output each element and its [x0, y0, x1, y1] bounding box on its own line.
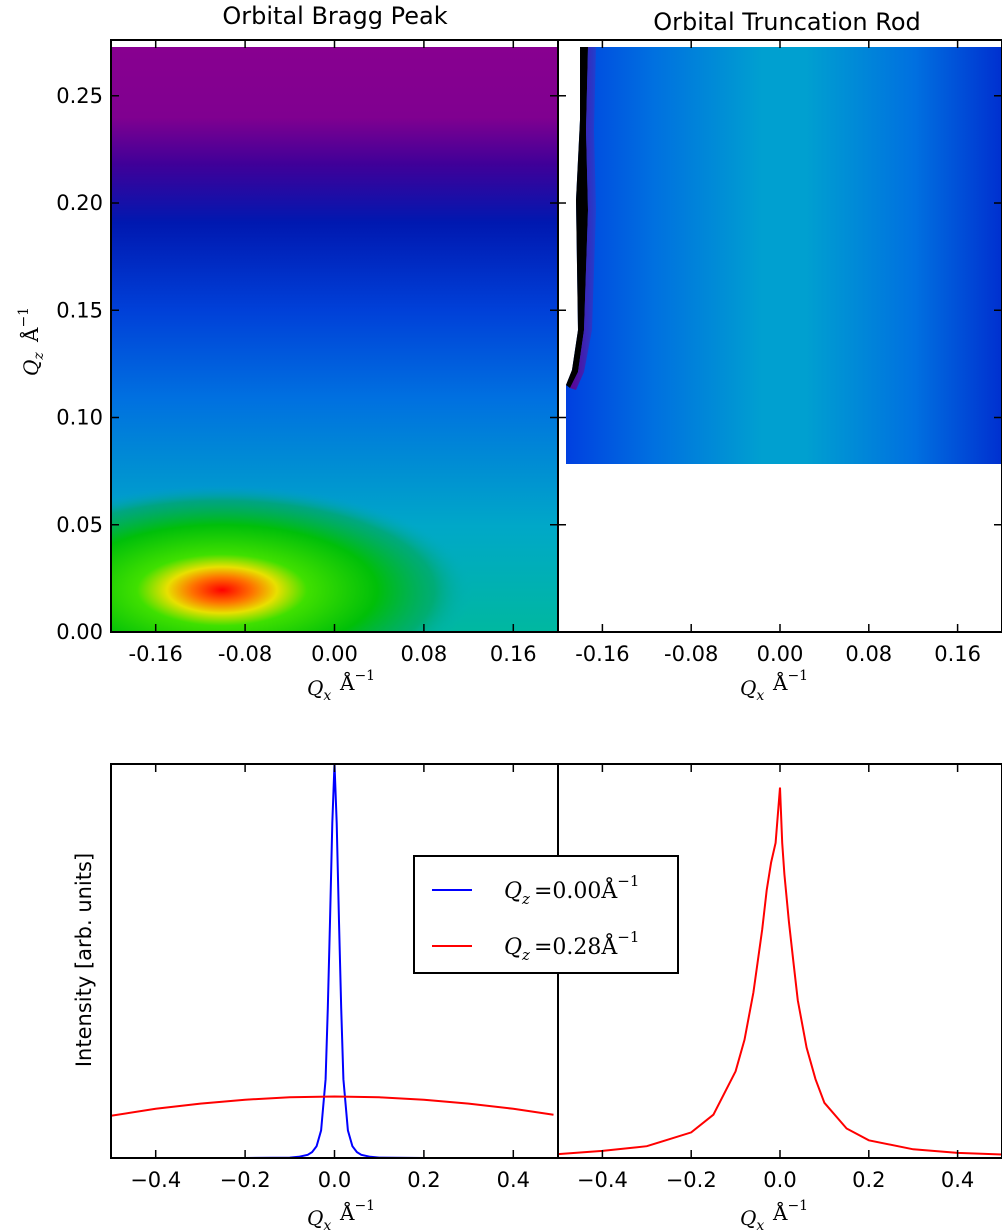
intensity-ylabel: Intensity [arb. units] [72, 853, 96, 1067]
bottom-right-line-plot [558, 787, 1002, 1156]
xtick-label: 0.2 [407, 1168, 440, 1192]
ytick-label: 0.05 [56, 513, 103, 537]
svg-text:Å−1: Å−1 [772, 1198, 808, 1225]
svg-text:Å−1: Å−1 [772, 668, 808, 695]
rod-heatmap-edge [566, 47, 588, 388]
xtick-label: 0.4 [941, 1168, 974, 1192]
series-line [111, 764, 424, 1158]
ytick-label: 0.00 [56, 620, 103, 644]
xtick-label: 0.00 [757, 642, 804, 666]
xtick-label: 0.08 [845, 642, 892, 666]
xtick-label: 0.2 [852, 1168, 885, 1192]
rod-title: Orbital Truncation Rod [653, 8, 921, 36]
ytick-label: 0.25 [56, 84, 103, 108]
svg-text:Qx: Qx [740, 1206, 764, 1232]
legend: Qz =0.00Å−1 Qz =0.28Å−1 [413, 855, 679, 974]
xtick-label: 0.0 [763, 1168, 796, 1192]
xtick-label: 0.16 [934, 642, 981, 666]
bragg-heatmap-peak [111, 380, 558, 632]
svg-text:Å−1: Å−1 [339, 1198, 375, 1225]
xtick-label: -0.08 [664, 642, 718, 666]
bragg-peak-heatmap [111, 47, 558, 632]
rod-heatmap-edge-band [570, 47, 596, 390]
top-right-xlabel: Qx Å−1 [740, 668, 808, 704]
axis-tick-labels: -0.16 -0.08 0.00 0.08 0.16 0.00 0.05 0.10 0.15 0.… [56, 84, 981, 1192]
ytick-label: 0.10 [56, 406, 103, 430]
xtick-label: −0.4 [577, 1168, 628, 1192]
legend-box [413, 855, 679, 974]
xtick-label: -0.08 [218, 642, 272, 666]
xtick-label: 0.16 [490, 642, 537, 666]
xtick-label: -0.16 [129, 642, 183, 666]
legend-label: Qz =0.28Å−1 [504, 928, 639, 964]
xtick-label: −0.2 [220, 1168, 271, 1192]
svg-text:Qx: Qx [307, 676, 331, 704]
svg-text:Å−1: Å−1 [339, 668, 375, 695]
ytick-label: 0.20 [56, 191, 103, 215]
svg-text:Qx: Qx [307, 1206, 331, 1232]
xtick-label: 0.08 [401, 642, 448, 666]
xtick-label: 0.0 [318, 1168, 351, 1192]
svg-text:Å−1: Å−1 [16, 307, 43, 343]
xtick-label: -0.16 [575, 642, 629, 666]
xtick-label: 0.00 [311, 642, 358, 666]
xtick-label: 0.4 [497, 1168, 530, 1192]
truncation-rod-heatmap [566, 47, 1002, 464]
top-left-xlabel: Qx Å−1 [307, 668, 375, 704]
xtick-label: −0.4 [130, 1168, 181, 1192]
svg-text:Qx: Qx [740, 676, 764, 704]
ytick-label: 0.15 [56, 298, 103, 322]
bragg-title: Orbital Bragg Peak [222, 2, 447, 30]
bottom-left-line-plot [111, 764, 554, 1158]
axis-ticks [111, 40, 1002, 1158]
bottom-left-xlabel: Qx Å−1 [307, 1198, 375, 1232]
series-line [558, 787, 1002, 1156]
series-line [111, 1095, 554, 1117]
svg-text:Qz: Qz [19, 352, 47, 376]
xtick-label: −0.2 [666, 1168, 717, 1192]
bottom-right-xlabel: Qx Å−1 [740, 1198, 808, 1232]
legend-label: Qz =0.00Å−1 [504, 872, 639, 908]
top-left-ylabel: Qz Å−1 [16, 307, 47, 376]
rod-heatmap-background [566, 47, 1002, 464]
